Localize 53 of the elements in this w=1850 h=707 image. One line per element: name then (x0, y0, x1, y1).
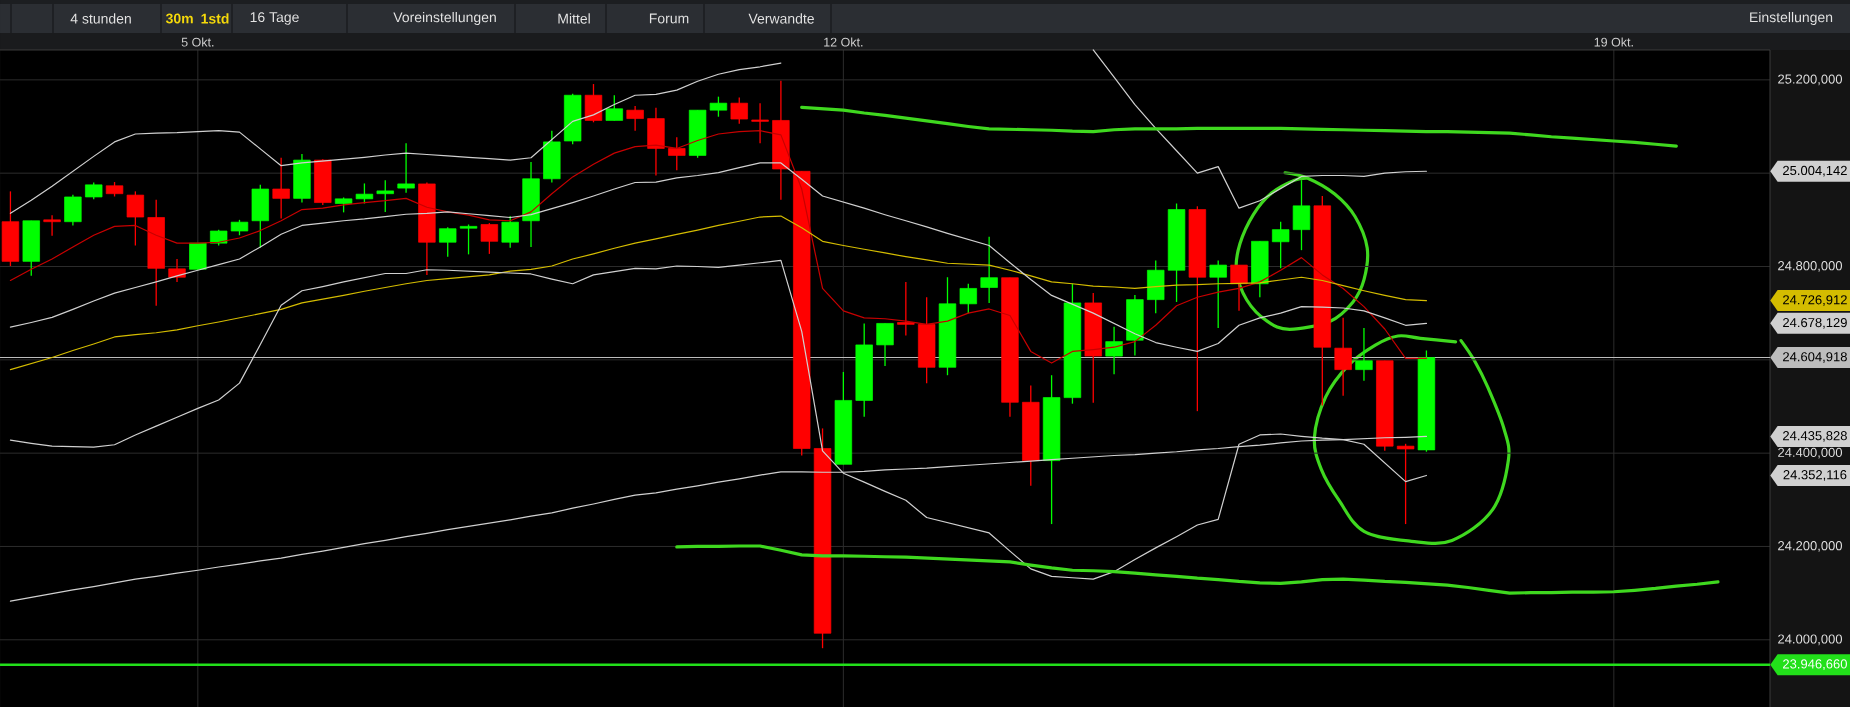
candlestick (897, 281, 915, 337)
x-tick-label: 19 Okt. (1594, 37, 1633, 47)
candlestick (439, 226, 457, 258)
y-tick-label: 24.000,000 (1778, 634, 1843, 646)
candlestick (1396, 443, 1415, 525)
candlestick (272, 157, 290, 220)
candlestick (480, 222, 499, 255)
y-tick-label: 24.400,000 (1778, 447, 1843, 459)
candlestick (43, 214, 61, 237)
candlestick (751, 102, 769, 144)
text: 24.352,116 (1783, 470, 1847, 481)
y-tick-label: 25.200,000 (1778, 74, 1843, 86)
candlestick (126, 190, 145, 247)
candlestick (1271, 221, 1290, 270)
candlestick (1230, 264, 1248, 312)
candlestick (605, 94, 623, 122)
text: 1std (201, 13, 229, 24)
candlestick (1292, 179, 1311, 251)
y-tick-label: 24.200,000 (1778, 541, 1843, 552)
y-tick-label: 24.800,000 (1778, 261, 1843, 272)
text: 24.678,129 (1783, 317, 1847, 329)
text: 4 stunden (70, 13, 131, 24)
candlestick (355, 182, 374, 205)
text: 24.435,828 (1783, 431, 1847, 442)
candlestick (980, 235, 998, 304)
ref-line-label: 24.604,918 (1783, 352, 1847, 363)
candlestick (376, 179, 394, 213)
candlestick (501, 215, 519, 249)
candlestick (668, 136, 686, 172)
line-series (9, 130, 1428, 364)
text: Mittel (558, 13, 590, 24)
candlestick (1105, 326, 1123, 375)
text: Verwandte (748, 13, 814, 24)
candlestick (959, 283, 977, 314)
candlestick (397, 142, 415, 194)
candlestick (626, 105, 644, 132)
candlestick (459, 223, 478, 256)
ref-line-label: 23.946,660 (1783, 659, 1847, 671)
text: Forum (649, 13, 689, 24)
text: 24.726,912 (1783, 295, 1847, 306)
candlestick (730, 96, 748, 125)
text: Einstellungen (1750, 11, 1833, 26)
candlestick (1355, 327, 1373, 382)
x-tick-label: 5 Okt. (181, 37, 214, 47)
text: Voreinstellungen (393, 11, 496, 26)
x-tick-label: 12 Okt. (824, 37, 863, 47)
candlestick (1209, 259, 1227, 329)
text: 25.004,142 (1783, 165, 1847, 177)
candlestick (876, 322, 894, 367)
text: 16 Tage (250, 12, 299, 25)
candlestick (709, 95, 728, 118)
candlestick (1334, 317, 1352, 397)
text: 30m (165, 13, 193, 24)
